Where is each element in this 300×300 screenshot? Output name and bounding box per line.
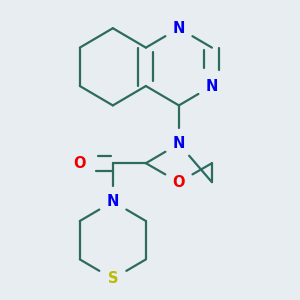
Circle shape <box>68 151 92 176</box>
Text: N: N <box>107 194 119 209</box>
Text: N: N <box>206 79 218 94</box>
Circle shape <box>167 131 191 156</box>
Text: O: O <box>74 156 86 171</box>
Text: S: S <box>108 271 118 286</box>
Circle shape <box>100 266 125 291</box>
Circle shape <box>200 74 224 98</box>
Circle shape <box>167 16 191 41</box>
Text: N: N <box>173 136 185 151</box>
Circle shape <box>167 170 191 195</box>
Circle shape <box>100 189 125 214</box>
Text: O: O <box>172 175 185 190</box>
Text: N: N <box>173 21 185 36</box>
